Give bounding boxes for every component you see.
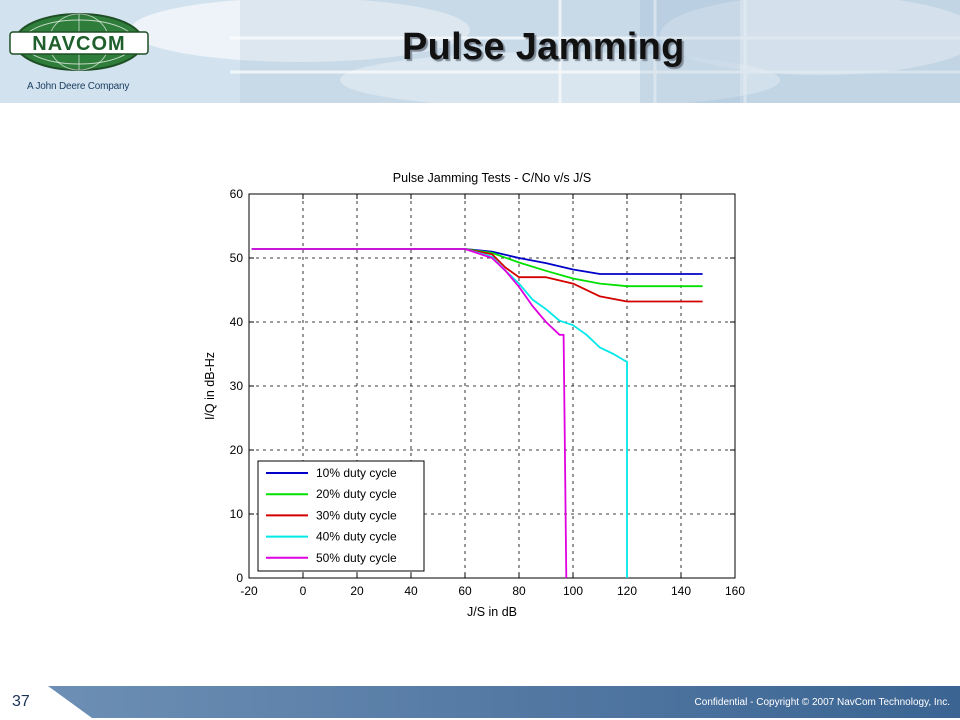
slide-header: NAVCOM A John Deere Company Pulse Jammin… bbox=[0, 0, 960, 103]
x-tick-label: 160 bbox=[725, 584, 745, 598]
series-line bbox=[251, 248, 568, 579]
x-tick-label: 120 bbox=[617, 584, 637, 598]
series-lines bbox=[251, 248, 703, 579]
legend-label: 20% duty cycle bbox=[316, 487, 397, 501]
x-tick-label: 60 bbox=[458, 584, 472, 598]
x-tick-label: 100 bbox=[563, 584, 583, 598]
x-tick-label: 140 bbox=[671, 584, 691, 598]
y-tick-label: 30 bbox=[230, 379, 244, 393]
logo-tagline: A John Deere Company bbox=[27, 81, 130, 92]
y-tick-label: 40 bbox=[230, 315, 244, 329]
y-tick-label: 60 bbox=[230, 187, 244, 201]
x-tick-label: 80 bbox=[512, 584, 526, 598]
x-tick-label: 20 bbox=[350, 584, 364, 598]
navcom-logo: NAVCOM bbox=[9, 13, 149, 71]
chart-title: Pulse Jamming Tests - C/No v/s J/S bbox=[393, 171, 591, 185]
logo-text: NAVCOM bbox=[32, 33, 125, 55]
footer-bar bbox=[48, 686, 960, 718]
x-tick-label: 0 bbox=[300, 584, 307, 598]
y-tick-label: 10 bbox=[230, 507, 244, 521]
legend-label: 10% duty cycle bbox=[316, 466, 397, 480]
copyright-notice: Confidential - Copyright © 2007 NavCom T… bbox=[694, 697, 950, 708]
y-tick-label: 0 bbox=[236, 571, 243, 585]
y-axis-label: I/Q in dB-Hz bbox=[203, 352, 217, 420]
legend-label: 50% duty cycle bbox=[316, 551, 397, 565]
legend-label: 40% duty cycle bbox=[316, 530, 397, 544]
x-tick-label: 40 bbox=[404, 584, 418, 598]
y-tick-label: 20 bbox=[230, 443, 244, 457]
slide-title: Pulse Jamming bbox=[402, 26, 685, 68]
legend: 10% duty cycle 20% duty cycle 30% duty cyc… bbox=[257, 460, 425, 572]
x-tick-label: -20 bbox=[240, 584, 258, 598]
x-axis-label: J/S in dB bbox=[467, 605, 517, 619]
page-number: 37 bbox=[12, 693, 30, 710]
y-tick-label: 50 bbox=[230, 251, 244, 265]
sky-background bbox=[0, 0, 960, 103]
legend-label: 30% duty cycle bbox=[316, 508, 397, 522]
